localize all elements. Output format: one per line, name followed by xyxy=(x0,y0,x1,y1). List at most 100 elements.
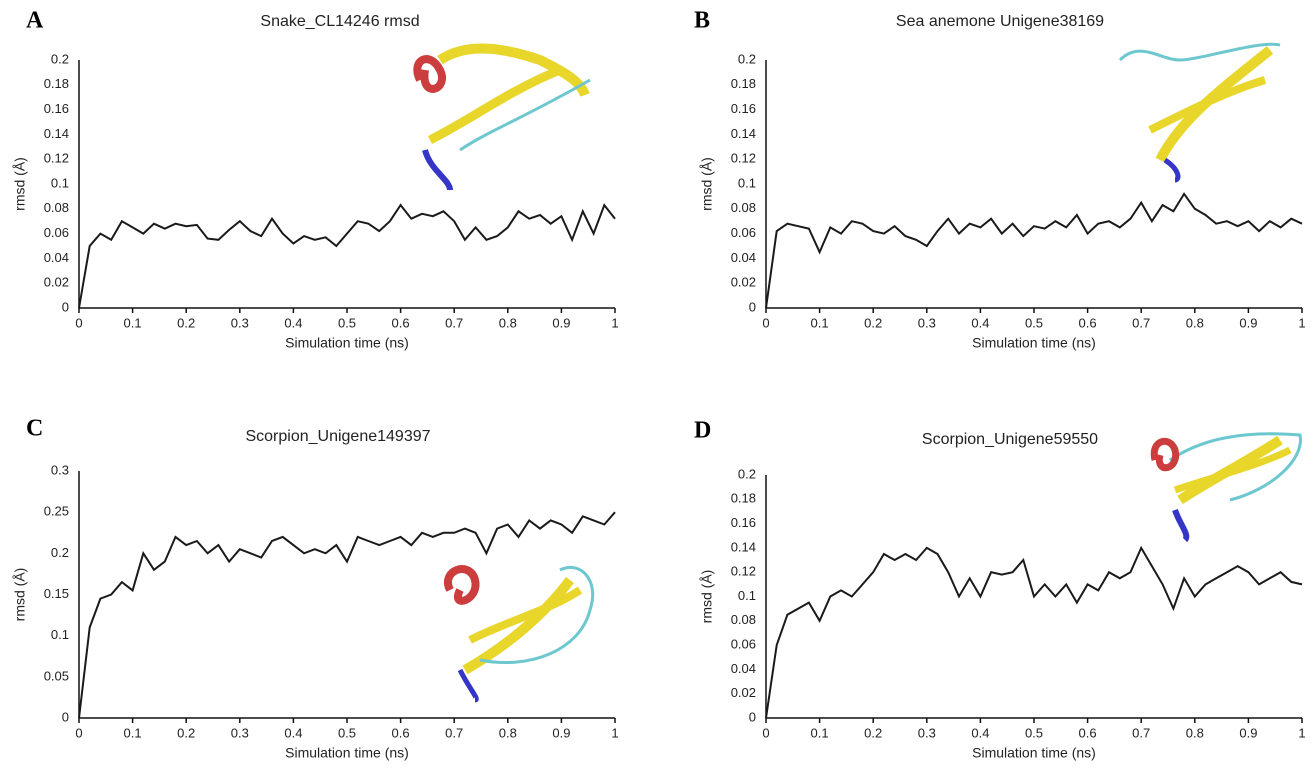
x-tick-label: 1 xyxy=(611,315,618,330)
y-tick-label: 0.14 xyxy=(44,126,69,141)
x-tick-label: 0.9 xyxy=(1239,725,1257,740)
y-axis-label: rmsd (Å) xyxy=(12,568,28,622)
x-tick-label: 0.8 xyxy=(1186,725,1204,740)
x-tick-label: 0.1 xyxy=(124,315,142,330)
y-axis-label: rmsd (Å) xyxy=(699,570,715,624)
y-tick-label: 0.1 xyxy=(738,175,756,190)
y-tick-label: 0 xyxy=(749,709,756,724)
x-tick-label: 0.9 xyxy=(1239,315,1257,330)
x-tick-label: 0.4 xyxy=(284,315,302,330)
y-tick-label: 0 xyxy=(62,709,69,724)
y-tick-label: 0.14 xyxy=(731,539,756,554)
y-tick-label: 0.16 xyxy=(731,515,756,530)
chart-title: Sea anemone Unigene38169 xyxy=(896,13,1104,30)
y-tick-label: 0.1 xyxy=(51,627,69,642)
panel-letter: B xyxy=(694,8,710,34)
x-tick-label: 0.3 xyxy=(231,315,249,330)
y-tick-label: 0.18 xyxy=(731,491,756,506)
protein-a xyxy=(413,43,591,191)
chart-title: Snake_CL14246 rmsd xyxy=(260,13,419,30)
x-tick-label: 0.5 xyxy=(338,315,356,330)
data-line xyxy=(78,203,616,309)
x-tick-label: 0.6 xyxy=(392,725,410,740)
x-axis-label: Simulation time (ns) xyxy=(972,745,1096,761)
x-axis-label: Simulation time (ns) xyxy=(285,335,409,351)
x-tick-label: 1 xyxy=(611,725,618,740)
chart-title: Scorpion_Unigene59550 xyxy=(922,431,1098,448)
y-tick-label: 0.12 xyxy=(731,564,756,579)
y-axis-label: rmsd (Å) xyxy=(699,157,715,211)
y-tick-label: 0.18 xyxy=(44,76,69,91)
x-tick-label: 0 xyxy=(75,315,82,330)
x-tick-label: 0.6 xyxy=(1079,315,1097,330)
x-tick-label: 0.1 xyxy=(124,725,142,740)
y-tick-label: 0.02 xyxy=(731,685,756,700)
x-tick-label: 0.2 xyxy=(177,725,195,740)
x-tick-label: 0.8 xyxy=(499,725,517,740)
data-line xyxy=(78,511,616,719)
protein-c xyxy=(444,565,595,703)
x-tick-label: 0.2 xyxy=(864,725,882,740)
x-tick-label: 0.3 xyxy=(918,725,936,740)
x-tick-label: 0 xyxy=(762,725,769,740)
y-tick-label: 0.2 xyxy=(738,466,756,481)
panel-letter: C xyxy=(26,416,43,442)
x-tick-label: 0.1 xyxy=(811,725,829,740)
data-line xyxy=(765,545,1303,719)
y-tick-label: 0.2 xyxy=(51,545,69,560)
y-tick-label: 0.1 xyxy=(51,175,69,190)
y-tick-label: 0.06 xyxy=(731,225,756,240)
x-tick-label: 0.3 xyxy=(918,315,936,330)
x-tick-label: 0.1 xyxy=(811,315,829,330)
x-tick-label: 0.7 xyxy=(1132,725,1150,740)
x-tick-label: 0.9 xyxy=(552,725,570,740)
protein-b xyxy=(1118,42,1281,183)
data-line xyxy=(765,192,1303,309)
y-tick-label: 0.18 xyxy=(731,76,756,91)
y-tick-label: 0.04 xyxy=(731,250,756,265)
x-tick-label: 0.6 xyxy=(1079,725,1097,740)
y-tick-label: 0.12 xyxy=(44,151,69,166)
chart-title: Scorpion_Unigene149397 xyxy=(245,428,430,445)
x-tick-label: 0.2 xyxy=(177,315,195,330)
y-tick-label: 0.08 xyxy=(731,200,756,215)
x-tick-label: 1 xyxy=(1298,725,1305,740)
x-tick-label: 0.4 xyxy=(971,725,989,740)
y-tick-label: 0.16 xyxy=(44,101,69,116)
x-tick-label: 0.9 xyxy=(552,315,570,330)
x-tick-label: 0.7 xyxy=(445,315,463,330)
x-tick-label: 0.6 xyxy=(392,315,410,330)
y-tick-label: 0.02 xyxy=(44,275,69,290)
y-tick-label: 0.2 xyxy=(51,51,69,66)
y-tick-label: 0.16 xyxy=(731,101,756,116)
x-tick-label: 0 xyxy=(75,725,82,740)
x-tick-label: 0.5 xyxy=(1025,725,1043,740)
y-tick-label: 0.08 xyxy=(44,200,69,215)
y-tick-label: 0.05 xyxy=(44,668,69,683)
y-tick-label: 0.14 xyxy=(731,126,756,141)
x-axis-label: Simulation time (ns) xyxy=(285,745,409,761)
y-tick-label: 0.3 xyxy=(51,462,69,477)
protein-d xyxy=(1150,432,1302,543)
y-tick-label: 0.04 xyxy=(44,250,69,265)
y-tick-label: 0.04 xyxy=(731,661,756,676)
x-tick-label: 0.5 xyxy=(1025,315,1043,330)
y-tick-label: 0.02 xyxy=(731,275,756,290)
y-tick-label: 0.1 xyxy=(738,588,756,603)
x-tick-label: 0.4 xyxy=(971,315,989,330)
x-tick-label: 0.8 xyxy=(499,315,517,330)
y-tick-label: 0 xyxy=(749,299,756,314)
x-tick-label: 0.8 xyxy=(1186,315,1204,330)
panel-letter: A xyxy=(26,8,44,34)
y-tick-label: 0.25 xyxy=(44,504,69,519)
y-tick-label: 0.06 xyxy=(731,637,756,652)
x-tick-label: 0.5 xyxy=(338,725,356,740)
y-tick-label: 0.06 xyxy=(44,225,69,240)
x-tick-label: 0.7 xyxy=(1132,315,1150,330)
panel-letter: D xyxy=(694,418,711,444)
x-tick-label: 0.4 xyxy=(284,725,302,740)
x-tick-label: 0 xyxy=(762,315,769,330)
y-tick-label: 0 xyxy=(62,299,69,314)
x-axis-label: Simulation time (ns) xyxy=(972,335,1096,351)
